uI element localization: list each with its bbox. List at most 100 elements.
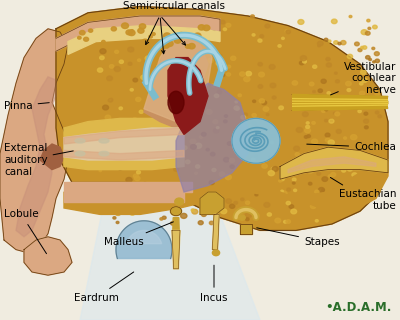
Circle shape <box>226 158 229 161</box>
Circle shape <box>130 89 133 91</box>
Circle shape <box>308 182 312 185</box>
Circle shape <box>181 213 187 219</box>
Circle shape <box>114 210 121 214</box>
Circle shape <box>177 196 184 202</box>
Polygon shape <box>64 157 184 170</box>
Circle shape <box>119 60 124 63</box>
Circle shape <box>290 166 296 171</box>
Circle shape <box>78 36 81 39</box>
Circle shape <box>350 135 357 140</box>
Circle shape <box>149 35 152 38</box>
Circle shape <box>142 160 148 164</box>
Circle shape <box>179 70 185 75</box>
Circle shape <box>162 216 166 219</box>
Circle shape <box>238 139 243 144</box>
Circle shape <box>312 139 318 144</box>
Circle shape <box>212 168 216 172</box>
Circle shape <box>220 197 224 200</box>
Circle shape <box>190 109 193 111</box>
Circle shape <box>171 98 175 101</box>
Polygon shape <box>64 192 184 202</box>
Circle shape <box>336 80 340 83</box>
Circle shape <box>120 162 125 166</box>
Circle shape <box>218 195 222 197</box>
Ellipse shape <box>175 198 184 205</box>
Polygon shape <box>68 26 220 54</box>
Circle shape <box>222 74 225 76</box>
Circle shape <box>315 163 320 167</box>
Circle shape <box>373 25 377 29</box>
Circle shape <box>271 167 276 171</box>
Circle shape <box>317 172 321 175</box>
Circle shape <box>186 103 190 106</box>
Circle shape <box>296 127 302 132</box>
Circle shape <box>315 220 318 222</box>
Circle shape <box>141 75 146 79</box>
Circle shape <box>291 209 297 214</box>
Circle shape <box>360 106 364 109</box>
Circle shape <box>104 207 109 211</box>
Circle shape <box>173 156 176 158</box>
Polygon shape <box>212 214 219 250</box>
Circle shape <box>203 25 210 31</box>
Ellipse shape <box>99 151 109 156</box>
Circle shape <box>183 127 188 132</box>
Circle shape <box>226 23 231 27</box>
Circle shape <box>266 114 269 116</box>
Circle shape <box>292 178 296 181</box>
Circle shape <box>310 204 316 209</box>
Circle shape <box>184 92 190 96</box>
Circle shape <box>246 218 249 221</box>
Circle shape <box>138 140 144 144</box>
Circle shape <box>270 141 274 144</box>
Circle shape <box>102 105 108 110</box>
Polygon shape <box>64 118 184 138</box>
Circle shape <box>292 81 298 85</box>
Polygon shape <box>168 58 208 134</box>
Circle shape <box>250 15 254 18</box>
Circle shape <box>329 119 334 123</box>
Polygon shape <box>200 192 224 214</box>
Circle shape <box>174 66 178 69</box>
Circle shape <box>185 160 190 164</box>
Circle shape <box>270 134 275 138</box>
Text: •A.D.A.M.: •A.D.A.M. <box>326 300 392 314</box>
Circle shape <box>260 35 264 38</box>
Circle shape <box>206 109 212 114</box>
Circle shape <box>318 45 320 47</box>
Circle shape <box>252 183 254 185</box>
Circle shape <box>313 91 315 93</box>
Circle shape <box>286 220 290 223</box>
Circle shape <box>300 61 304 65</box>
Ellipse shape <box>170 207 182 216</box>
Circle shape <box>344 137 346 139</box>
Circle shape <box>168 144 171 146</box>
Circle shape <box>341 154 345 157</box>
Circle shape <box>316 97 322 101</box>
Circle shape <box>136 124 140 127</box>
Circle shape <box>150 56 152 59</box>
Circle shape <box>156 120 159 124</box>
Circle shape <box>292 182 295 184</box>
Circle shape <box>324 38 328 41</box>
Ellipse shape <box>168 91 184 114</box>
Text: Cochlea: Cochlea <box>307 142 396 152</box>
Circle shape <box>236 108 239 110</box>
Circle shape <box>139 110 143 113</box>
Ellipse shape <box>232 118 280 163</box>
Circle shape <box>252 121 257 125</box>
Text: Incus: Incus <box>200 265 228 303</box>
Ellipse shape <box>239 215 245 220</box>
Circle shape <box>298 97 302 100</box>
Circle shape <box>157 65 160 68</box>
Circle shape <box>298 20 304 24</box>
Circle shape <box>128 30 135 36</box>
Circle shape <box>226 174 229 176</box>
Circle shape <box>174 100 179 105</box>
Circle shape <box>322 189 324 191</box>
Circle shape <box>269 156 271 158</box>
Circle shape <box>285 29 290 33</box>
Circle shape <box>373 61 375 63</box>
Circle shape <box>368 27 371 29</box>
Text: Eustachian
tube: Eustachian tube <box>330 178 396 211</box>
